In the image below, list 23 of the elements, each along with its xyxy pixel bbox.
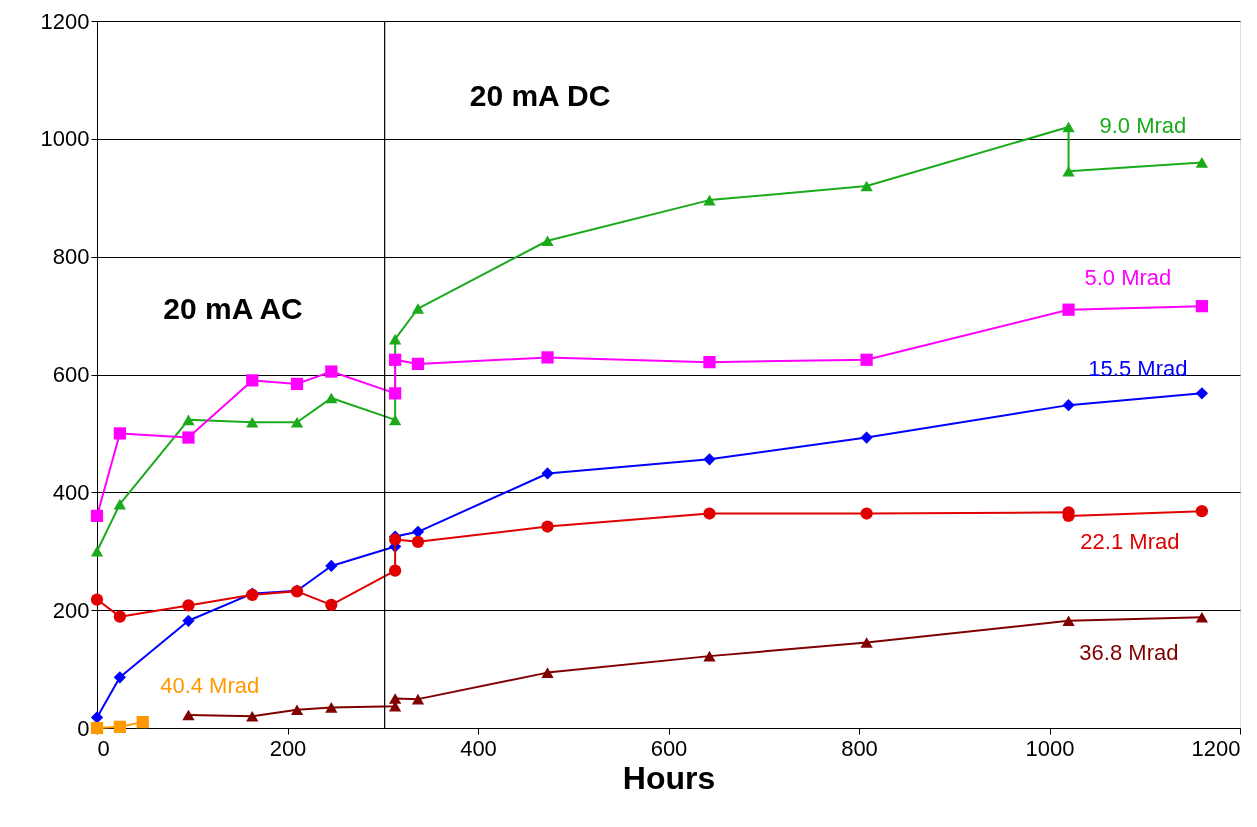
x-tick-label: 1000	[1025, 735, 1075, 761]
series-label: 22.1 Mrad	[1080, 529, 1180, 555]
x-tick-label: 800	[841, 735, 878, 761]
x-tick-label: 200	[269, 735, 307, 761]
y-tick-label: 1200	[40, 8, 90, 34]
annotation: 20 mA AC	[163, 292, 303, 325]
annotation: 20 mA DC	[469, 79, 611, 112]
y-tick-label: 200	[52, 597, 90, 623]
series-label: 36.8 Mrad	[1079, 640, 1179, 666]
y-tick-label: 800	[52, 244, 90, 270]
y-tick-label: 0	[77, 715, 90, 741]
x-tick-label: 0	[97, 735, 110, 761]
series-label: 5.0 Mrad	[1084, 265, 1172, 291]
y-tick-label: 600	[52, 362, 90, 387]
series-label: 9.0 Mrad	[1099, 113, 1187, 139]
x-axis-title: Hours	[622, 759, 716, 796]
x-tick-label: 400	[460, 735, 497, 761]
series-label: 15.5 Mrad	[1088, 356, 1188, 382]
y-tick-label: 400	[52, 479, 90, 505]
x-tick-label: 1200	[1191, 735, 1241, 761]
series-label: 40.4 Mrad	[160, 673, 260, 699]
x-tick-label: 600	[650, 735, 688, 761]
y-tick-label: 1000	[40, 126, 90, 152]
